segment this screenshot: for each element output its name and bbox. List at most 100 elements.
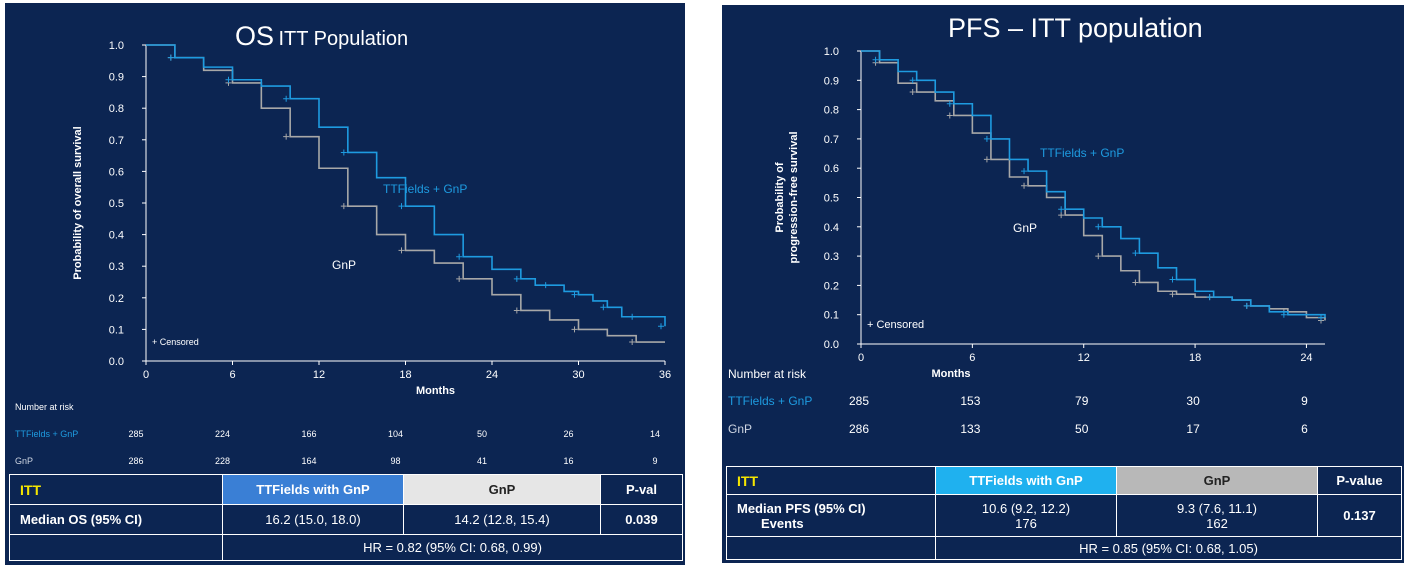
pfs-series-tt-censor-mark [1169, 276, 1176, 283]
os-ytick-label: 0.0 [109, 356, 124, 368]
os-xtick-label: 24 [486, 369, 498, 381]
os-series-gnp-censor-mark [456, 275, 463, 282]
os-series-tt-censor-mark [629, 313, 636, 320]
os-xtick-label: 6 [229, 369, 235, 381]
os-hr: HR = 0.82 (95% CI: 0.68, 0.99) [222, 534, 683, 561]
os-risk-value: 16 [563, 456, 573, 466]
pfs-censored-note: + Censored [867, 319, 924, 331]
pfs-ytick-label: 0.5 [824, 193, 839, 205]
os-risk-value: 228 [215, 456, 230, 466]
pfs-risk-title: Number at risk [728, 367, 807, 381]
pfs-tt-value-1: 10.6 (9.2, 12.2) [981, 500, 1071, 516]
os-itt-header: ITT [9, 474, 223, 505]
pfs-series-tt-censor-mark [1095, 223, 1102, 230]
os-risk-value: 286 [128, 456, 143, 466]
os-risk-row-label: TTFields + GnP [15, 429, 78, 439]
os-series-tt-censor-mark [542, 282, 549, 289]
pfs-row-label-2: Events [761, 515, 804, 531]
os-gnp-value: 14.2 (12.8, 15.4) [403, 504, 601, 535]
os-xtick-label: 30 [572, 369, 584, 381]
pfs-row-label: Median PFS (95% CI) Events [726, 494, 936, 537]
pfs-risk-value: 285 [849, 394, 869, 408]
pfs-gnp-value-1: 9.3 (7.6, 11.1) [1177, 500, 1257, 516]
pfs-xtick-label: 0 [858, 352, 864, 364]
os-risk-value: 224 [215, 429, 230, 439]
os-series-gnp-censor-mark [571, 326, 578, 333]
pfs-ytick-label: 0.8 [824, 105, 839, 117]
pfs-risk-value: 286 [849, 422, 869, 436]
pfs-itt-header: ITT [726, 466, 936, 495]
pfs-tt-value-2: 176 [1015, 515, 1037, 531]
pfs-series-gnp-censor-mark [1058, 212, 1065, 219]
os-ytick-label: 1.0 [109, 40, 124, 52]
pfs-xtick-label: 12 [1078, 352, 1090, 364]
pfs-ytick-label: 0.2 [824, 280, 839, 292]
pfs-col-gnp: GnP [1116, 466, 1318, 495]
pfs-risk-value: 30 [1186, 394, 1200, 408]
os-risk-value: 41 [477, 456, 487, 466]
os-series-gnp-censor-mark [629, 339, 636, 346]
os-series-gnp-censor-mark [398, 247, 405, 254]
pfs-hr: HR = 0.85 (95% CI: 0.68, 1.05) [935, 536, 1402, 560]
os-ylabel: Probability of overall survival [72, 126, 84, 279]
os-tt-value: 16.2 (15.0, 18.0) [222, 504, 404, 535]
os-series-gnp-censor-mark [283, 133, 290, 140]
pfs-ytick-label: 0.0 [824, 339, 839, 351]
os-title-sub: ITT Population [278, 28, 409, 50]
os-series-tt-censor-mark [340, 149, 347, 156]
pfs-series-gnp [861, 50, 1326, 321]
pfs-ytick-label: 0.9 [824, 75, 839, 87]
pfs-risk-value: 79 [1075, 394, 1089, 408]
pfs-chart: 0.0 0.1 0.2 0.3 0.4 0.5 0.6 0.7 0.8 0.9 1.0 0 6 12 18 2… [728, 46, 1326, 436]
os-series-tt-censor-mark [658, 323, 664, 330]
os-censored-note: + Censored [152, 337, 199, 347]
os-xtick-label: 36 [659, 369, 671, 381]
os-xtick-label: 0 [143, 369, 149, 381]
pfs-series-tt-censor-mark [872, 56, 879, 63]
pfs-risk-value: 153 [960, 394, 980, 408]
os-risk-value: 285 [128, 429, 143, 439]
pfs-panel: PFS – ITT population 0.0 0.1 0.2 0.3 0.4 0.5 0… [722, 5, 1404, 563]
os-series-tt-censor-mark [225, 76, 232, 83]
pfs-series-gnp-censor-mark [909, 89, 916, 96]
pfs-series-gnp-censor-mark [1132, 279, 1139, 286]
os-risk-title: Number at risk [15, 402, 74, 412]
pfs-xtick-label: 6 [969, 352, 975, 364]
pfs-xtick-label: 24 [1300, 352, 1312, 364]
os-risk-value: 104 [388, 429, 403, 439]
pfs-ylabel-line2: progression-free survival [788, 131, 800, 263]
pfs-ylabel-line1: Probability of [774, 162, 786, 233]
os-title-main: OS [235, 21, 275, 51]
pfs-col-tt: TTFields with GnP [935, 466, 1117, 495]
os-series-gnp-censor-mark [340, 203, 347, 210]
os-series-tt-censor-mark [398, 203, 405, 210]
os-panel: OS ITT Population 0.0 0.1 0.2 0.3 0.4 0.5 0.6 0… [5, 3, 685, 565]
pfs-series-tt-censor-mark [1280, 311, 1287, 318]
pfs-ytick-label: 0.3 [824, 251, 839, 263]
os-xtick-label: 18 [399, 369, 411, 381]
pfs-ytick-label: 0.7 [824, 134, 839, 146]
pfs-risk-value: 17 [1186, 422, 1200, 436]
os-col-tt: TTFields with GnP [222, 474, 404, 505]
os-risk-row-label: GnP [15, 456, 33, 466]
pfs-series-gnp-censor-mark [983, 156, 990, 163]
os-ytick-label: 0.2 [109, 293, 124, 305]
pfs-risk-row-label: GnP [728, 422, 752, 436]
os-risk-value: 9 [652, 456, 657, 466]
os-col-p: P-val [600, 474, 683, 505]
pfs-ytick-label: 0.4 [824, 222, 839, 234]
pfs-series-tt-censor-mark [1132, 250, 1139, 257]
pfs-xlabel: Months [931, 368, 970, 380]
pfs-series-tt-censor-mark [1206, 294, 1213, 301]
pfs-gnp-value-2: 162 [1206, 515, 1228, 531]
pfs-ytick-label: 0.1 [824, 310, 839, 322]
pfs-series-tt-censor-mark [1243, 302, 1250, 309]
os-results-table: ITT TTFields with GnP GnP P-val Median O… [9, 474, 683, 561]
pfs-series-gnp-censor-mark [1169, 291, 1176, 298]
os-series-gnp [146, 44, 665, 343]
os-series-gnp-censor-mark [513, 307, 520, 314]
pfs-title: PFS – ITT population [948, 13, 1203, 43]
pfs-series-tt [861, 50, 1326, 318]
os-risk-value: 164 [301, 456, 316, 466]
os-ytick-label: 0.4 [109, 230, 124, 242]
